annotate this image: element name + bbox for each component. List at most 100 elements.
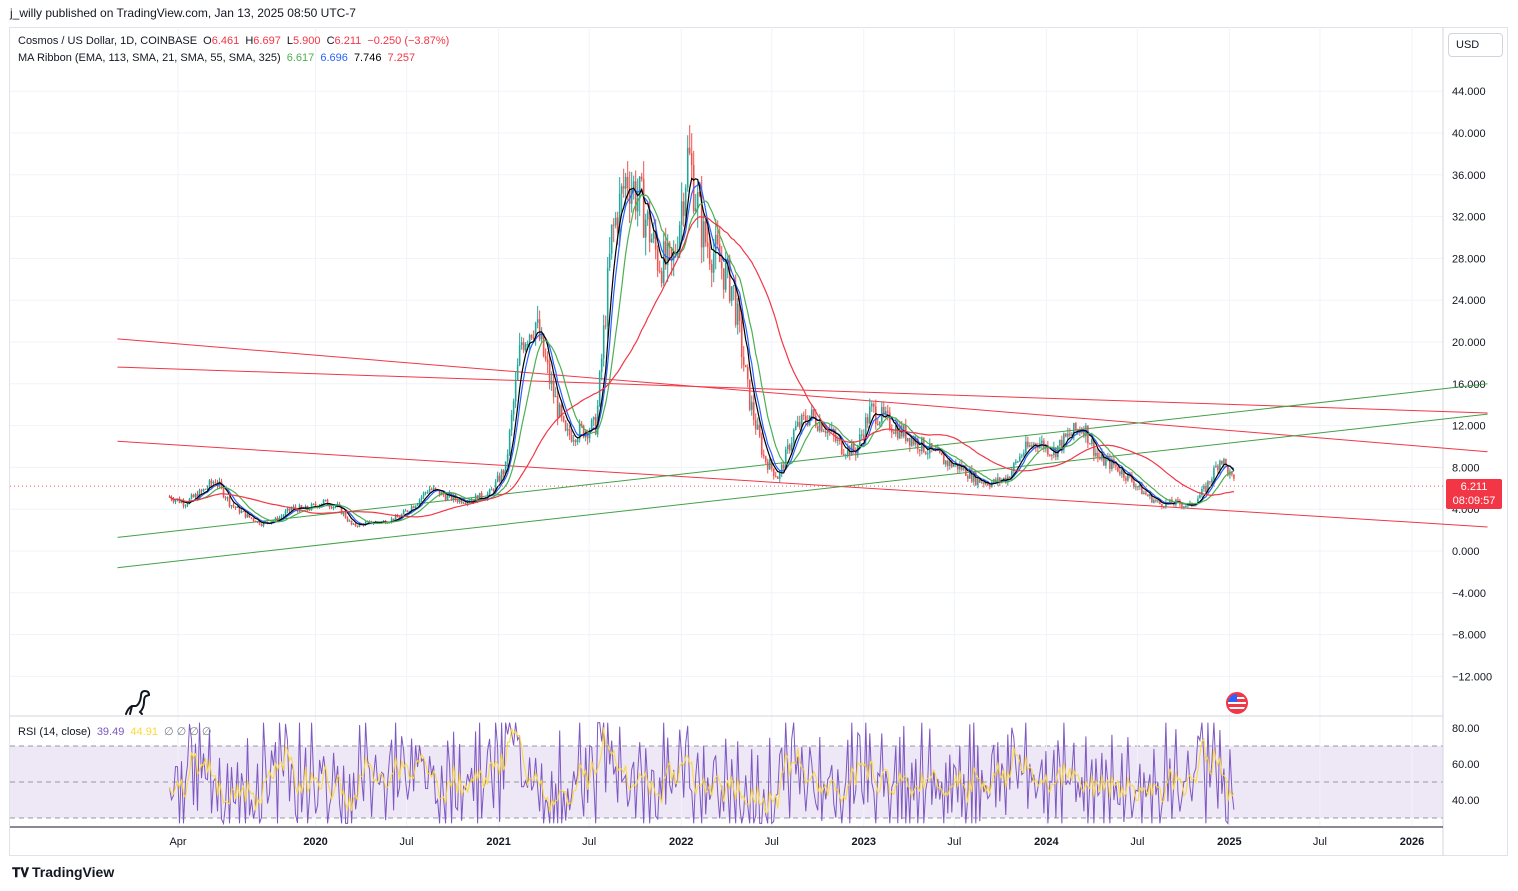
candle-body: [919, 449, 921, 452]
candle-body: [450, 492, 453, 500]
candle-body: [1221, 460, 1223, 464]
candle-body: [244, 511, 247, 518]
candle-body: [1231, 471, 1233, 475]
candle-body: [1047, 445, 1049, 455]
candle-body: [1233, 474, 1235, 479]
candle-body: [650, 238, 653, 243]
candle-body: [1227, 465, 1229, 476]
candle-body: [418, 499, 421, 504]
candle-body: [744, 365, 747, 368]
candle-body: [1101, 453, 1103, 460]
candle-body: [1097, 452, 1099, 457]
candle-body: [348, 520, 351, 522]
rsi-legend[interactable]: RSI (14, close) 39.49 44.91 ∅ ∅ ∅ ∅: [18, 725, 215, 738]
candle-body: [584, 431, 587, 438]
candle-body: [420, 496, 423, 500]
currency-button[interactable]: USD: [1448, 33, 1503, 57]
candle-body: [882, 406, 885, 414]
candle-body: [1077, 429, 1079, 431]
candle-body: [927, 453, 929, 455]
candle-body: [908, 437, 911, 446]
candle-body: [722, 268, 725, 290]
candle-body: [402, 510, 405, 515]
candle-body: [1219, 460, 1221, 471]
candle-body: [971, 469, 973, 482]
candle-body: [662, 241, 665, 284]
y-tick-label: 28.000: [1452, 253, 1486, 265]
candle-body: [951, 460, 953, 467]
candle-body: [975, 472, 977, 485]
candle-body: [396, 515, 399, 518]
candle-body: [694, 208, 697, 212]
candle-body: [1217, 465, 1219, 471]
candle-body: [568, 428, 571, 436]
candle-body: [1211, 479, 1213, 483]
candle-body: [186, 503, 189, 506]
candle-body: [706, 242, 709, 248]
candle-body: [1061, 439, 1063, 450]
candle-body: [860, 434, 863, 436]
candle-body: [182, 501, 185, 506]
candle-body: [742, 356, 745, 366]
candle-body: [206, 487, 209, 490]
candle-body: [556, 396, 559, 418]
candle-body: [300, 505, 303, 508]
published-by-header: j_willy published on TradingView.com, Ja…: [10, 6, 356, 20]
candle-body: [1163, 506, 1165, 508]
candle-body: [750, 402, 753, 410]
candle-body: [234, 506, 237, 508]
candle-body: [752, 402, 755, 420]
candle-body: [1083, 430, 1085, 437]
candle-body: [604, 325, 607, 327]
candle-body: [862, 434, 865, 439]
candle-body: [628, 188, 631, 204]
candle-body: [858, 434, 861, 446]
candle-body: [1105, 459, 1107, 466]
candle-body: [430, 488, 433, 490]
candle-body: [708, 247, 711, 265]
candle-body: [820, 421, 823, 432]
candle-body: [1019, 456, 1021, 462]
x-tick-label: Jul: [1130, 836, 1144, 848]
tradingview-logo[interactable]: 𝐓𝐕 TradingView: [12, 864, 114, 881]
candle-body: [334, 506, 337, 508]
candle-body: [868, 406, 871, 424]
candle-body: [356, 525, 359, 527]
candle-body: [1165, 501, 1167, 508]
candle-body: [292, 506, 295, 509]
candle-body: [332, 506, 335, 509]
candle-body: [1131, 475, 1133, 482]
candle-body: [198, 490, 201, 499]
candle-body: [1041, 440, 1043, 444]
candle-body: [1017, 461, 1019, 463]
candle-body: [1099, 456, 1101, 460]
candle-body: [354, 523, 357, 526]
candle-body: [724, 262, 727, 290]
candle-body: [570, 435, 573, 442]
candle-body: [690, 153, 693, 166]
candle-body: [1223, 459, 1225, 464]
candle-body: [196, 493, 199, 499]
candle-body: [638, 176, 641, 199]
candle-body: [680, 201, 683, 225]
candle-body: [432, 487, 435, 490]
candle-body: [398, 517, 401, 519]
candle-body: [1011, 471, 1013, 479]
candle-body: [1123, 469, 1125, 478]
candle-body: [904, 425, 907, 441]
ma-ribbon-legend[interactable]: MA Ribbon (EMA, 113, SMA, 21, SMA, 55, S…: [18, 52, 418, 64]
candle-body: [772, 468, 775, 476]
candle-body: [368, 520, 371, 522]
candle-body: [622, 186, 625, 189]
candle-body: [192, 494, 195, 498]
us-flag-event-icon[interactable]: [1226, 692, 1248, 714]
candle-body: [180, 501, 183, 503]
ma-value-sma325: 7.257: [387, 52, 416, 64]
candle-body: [850, 443, 853, 456]
candle-body: [1137, 486, 1139, 488]
candle-body: [698, 192, 701, 196]
candle-body: [888, 412, 891, 430]
candle-body: [174, 499, 177, 502]
candle-body: [1139, 484, 1141, 487]
